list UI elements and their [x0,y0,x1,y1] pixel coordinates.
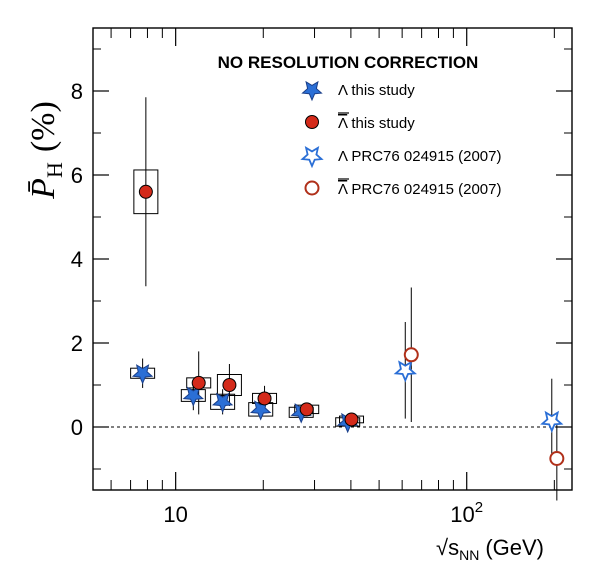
filled-star-marker [211,392,234,414]
filled-circle-marker [344,412,359,427]
systematic-boxes [130,169,365,427]
open-star-marker [540,410,564,433]
legend-title: NO RESOLUTION CORRECTION [218,53,479,72]
filled-circle-marker [299,402,314,417]
x-axis-label: √sNN (GeV) [436,535,544,563]
y-axis-label: P̄H (%) [25,101,67,200]
legend-star-marker [301,80,323,102]
x-axis-label-main: √s [436,535,459,560]
x-axis-label-sub: NN [459,547,479,563]
legend-entry-label: Λ PRC76 024915 (2007) [338,181,501,198]
legend: Λ this study Λ this study Λ PRC76 024915 (… [300,80,501,198]
x-tick-label: 10 [163,502,187,527]
tick-labels: 0 2 4 6 8 10 102 [71,79,483,527]
svg-text:P̄H(%): P̄H (%) [25,101,67,200]
open-circle-marker [549,451,565,466]
legend-star-marker [300,146,324,169]
legend-entry-label: Λ PRC76 024915 (2007) [338,148,501,165]
y-axis-label-unit: (%) [25,101,62,152]
legend-entry-label: Λ this study [338,115,415,132]
filled-circle-marker [191,375,206,390]
open-star-marker [393,360,417,383]
legend-entry-label: Λ this study [338,82,415,99]
plot-frame [92,27,573,491]
y-tick-label: 8 [71,79,83,104]
data-markers [131,184,565,466]
filled-star-marker [131,364,154,385]
y-tick-label: 6 [71,163,83,188]
y-axis-label-main: P̄ [25,178,62,200]
legend-circle-marker [304,180,320,196]
y-tick-label: 4 [71,247,83,272]
filled-star-marker [250,400,272,421]
filled-circle-marker [222,378,237,392]
svg-text:√sNN(GeV): √sNN (GeV) [436,535,544,563]
y-axis-label-sub: H [42,162,67,178]
filled-star-marker [182,386,205,407]
filled-circle-marker [138,184,153,199]
y-tick-label: 0 [71,415,83,440]
x-tick-label: 102 [450,499,483,527]
legend-circle-marker [305,115,319,129]
open-circle-marker [403,347,419,363]
y-tick-label: 2 [71,331,83,356]
plot-border [92,27,573,491]
filled-circle-marker [257,391,272,406]
axis-ticks [93,28,572,490]
x-axis-label-unit: (GeV) [485,535,544,560]
